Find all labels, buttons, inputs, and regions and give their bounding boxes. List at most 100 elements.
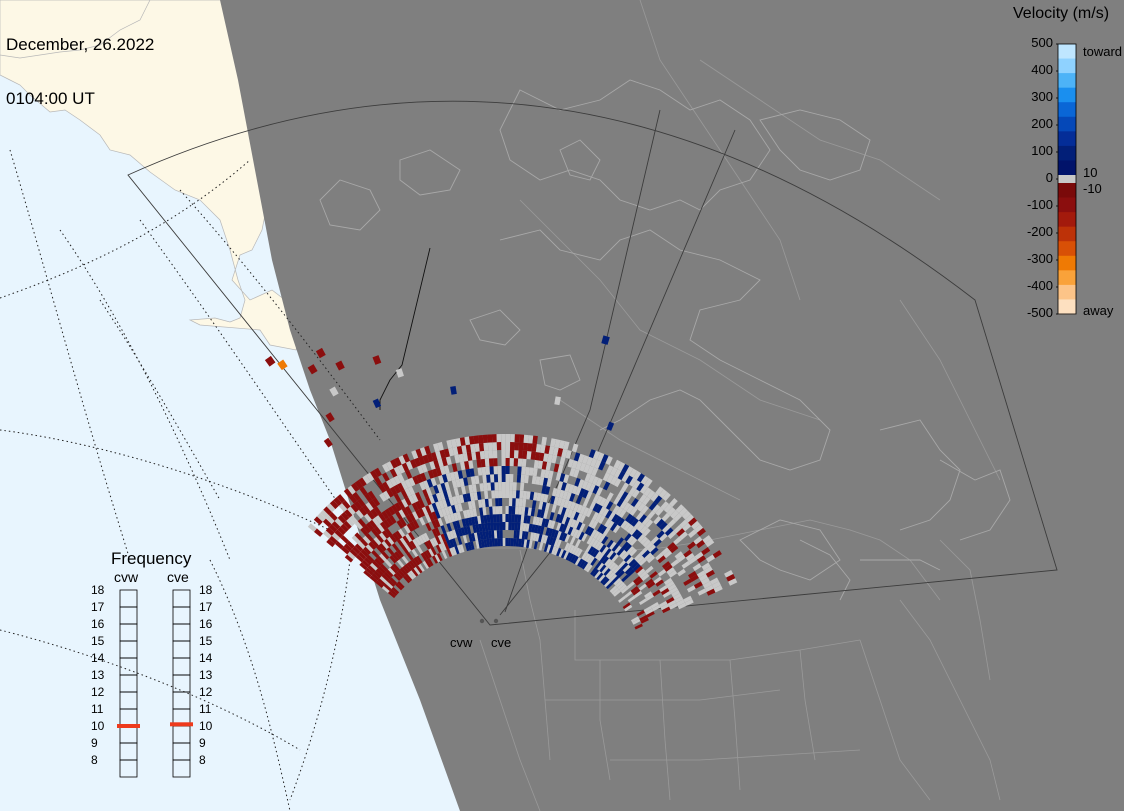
velocity-cell <box>656 518 665 528</box>
velocity-cell <box>522 498 527 508</box>
velocity-cell <box>495 506 500 515</box>
velocity-cell <box>467 501 473 510</box>
velocity-cell <box>438 543 445 552</box>
velocity-cell <box>513 538 517 547</box>
velocity-cell <box>616 498 625 508</box>
velocity-cell <box>509 482 514 491</box>
velocity-cell <box>557 480 564 490</box>
velocity-cell <box>644 519 654 529</box>
velocity-cell <box>408 531 415 541</box>
velocity-cell <box>436 552 443 562</box>
velocity-cell <box>576 521 583 531</box>
velocity-cell <box>626 524 634 534</box>
velocity-cell <box>478 523 483 533</box>
velocity-cell <box>669 586 679 594</box>
velocity-cell <box>437 441 444 451</box>
velocity-cell <box>518 538 522 547</box>
velocity-cell <box>483 490 489 500</box>
velocity-cell <box>493 530 498 539</box>
velocity-cell <box>535 444 542 453</box>
velocity-cell <box>397 482 405 492</box>
velocity-cell <box>611 513 619 523</box>
velocity-cell <box>658 489 668 499</box>
velocity-cell <box>325 527 335 536</box>
velocity-cell <box>644 552 653 561</box>
velocity-cell <box>602 577 610 586</box>
velocity-cell <box>539 476 545 486</box>
velocity-cell <box>387 506 396 516</box>
velocity-cell <box>683 549 693 558</box>
velocity-cell <box>550 520 556 530</box>
velocity-cell <box>541 461 548 470</box>
velocity-cell <box>591 520 599 530</box>
velocity-cell <box>394 551 402 560</box>
velocity-cell <box>637 568 646 577</box>
velocity-cell <box>389 534 398 543</box>
velocity-cell <box>621 552 630 561</box>
velocity-cell <box>381 530 390 539</box>
velocity-cell <box>623 502 631 512</box>
velocity-cell <box>579 523 586 532</box>
velocity-cell <box>449 471 456 481</box>
velocity-cell <box>399 537 407 546</box>
frequency-cell <box>119 759 138 778</box>
velocity-cell <box>386 536 395 546</box>
velocity-cell <box>556 547 562 557</box>
velocity-cell <box>598 534 606 543</box>
velocity-cell <box>379 492 387 502</box>
velocity-cell <box>446 531 452 541</box>
frequency-level-label: 17 <box>91 600 105 614</box>
velocity-cell <box>655 486 664 496</box>
velocity-cell <box>639 598 648 606</box>
velocity-cell <box>574 538 582 548</box>
velocity-cell <box>451 479 458 489</box>
velocity-cell <box>462 510 468 519</box>
velocity-cell <box>683 595 693 603</box>
velocity-cell <box>573 468 580 478</box>
velocity-cell <box>426 539 434 549</box>
velocity-cell <box>620 520 629 529</box>
velocity-cell <box>371 549 380 559</box>
velocity-cell <box>591 476 599 486</box>
velocity-cell <box>407 571 415 580</box>
velocity-cell <box>385 569 394 578</box>
velocity-cell <box>375 580 384 588</box>
velocity-cell <box>517 458 523 467</box>
velocity-cell <box>637 534 646 543</box>
velocity-cell <box>632 618 641 625</box>
velocity-cell <box>389 515 397 524</box>
velocity-cell <box>584 526 592 535</box>
velocity-cell <box>379 553 387 562</box>
velocity-cell <box>481 523 486 532</box>
velocity-cell <box>702 581 712 589</box>
velocity-cell <box>645 541 654 550</box>
velocity-cell <box>665 580 675 589</box>
velocity-cell <box>483 482 488 492</box>
velocity-cell <box>498 498 503 507</box>
velocity-cell <box>335 360 345 371</box>
velocity-cell <box>450 504 457 514</box>
velocity-cell <box>648 501 658 511</box>
velocity-cell <box>522 450 528 459</box>
velocity-cell <box>618 509 627 518</box>
velocity-cell <box>512 490 517 499</box>
velocity-cell <box>505 474 510 483</box>
velocity-cell <box>545 535 551 545</box>
velocity-cell <box>616 537 625 546</box>
colorbar-segment <box>1058 226 1076 242</box>
velocity-cell <box>361 559 370 568</box>
velocity-cell <box>389 577 398 585</box>
velocity-cell <box>488 530 492 539</box>
velocity-cell <box>441 499 448 508</box>
velocity-cell <box>579 505 586 515</box>
velocity-cell <box>428 512 435 522</box>
velocity-cell <box>660 603 670 611</box>
colorbar-segment <box>1058 284 1076 300</box>
velocity-cell <box>444 481 451 491</box>
velocity-cell <box>491 530 495 539</box>
velocity-cell <box>331 520 341 530</box>
velocity-cell <box>505 490 510 499</box>
colorbar-segment <box>1058 145 1076 161</box>
velocity-cell <box>526 491 531 500</box>
velocity-cell <box>411 493 419 503</box>
